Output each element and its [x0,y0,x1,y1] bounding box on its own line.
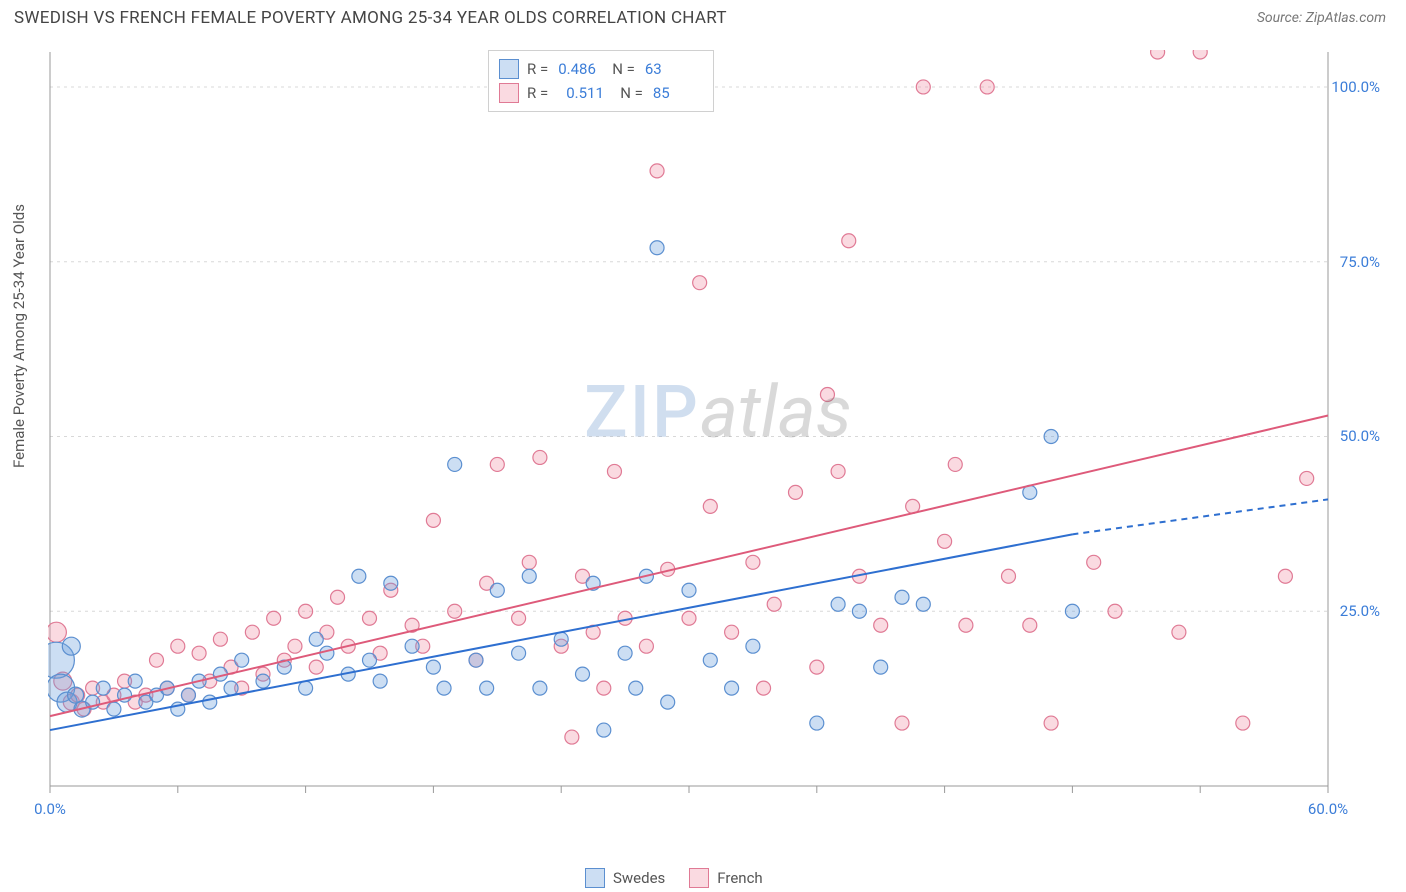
source-credit: Source: ZipAtlas.com [1257,10,1386,26]
stats-row-swedes: R = 0.486 N = 63 [499,57,699,81]
scatter-plot-svg [48,50,1388,820]
x-tick-label: 0.0% [34,800,66,818]
swatch-swedes-icon [499,59,519,79]
legend-label-french: French [717,869,762,887]
stats-row-french: R = 0.511 N = 85 [499,81,699,105]
y-axis-label: Female Poverty Among 25-34 Year Olds [10,204,28,468]
y-tick-label: 75.0% [1340,253,1380,271]
plot-area: R = 0.486 N = 63 R = 0.511 N = 85 ZIPatl… [48,50,1388,820]
stats-legend: R = 0.486 N = 63 R = 0.511 N = 85 [488,50,714,112]
swatch-french-icon [499,83,519,103]
chart-title: SWEDISH VS FRENCH FEMALE POVERTY AMONG 2… [14,8,727,28]
y-tick-label: 50.0% [1340,427,1380,445]
legend-item-french: French [689,868,762,888]
swatch-swedes-icon [585,868,605,888]
x-tick-label: 60.0% [1308,800,1348,818]
chart-container: Female Poverty Among 25-34 Year Olds R =… [0,38,1406,892]
y-tick-label: 25.0% [1340,602,1380,620]
legend-label-swedes: Swedes [613,869,665,887]
series-legend: Swedes French [585,868,763,888]
swatch-french-icon [689,868,709,888]
legend-item-swedes: Swedes [585,868,665,888]
y-tick-label: 100.0% [1331,78,1380,96]
chart-header: SWEDISH VS FRENCH FEMALE POVERTY AMONG 2… [0,0,1406,32]
